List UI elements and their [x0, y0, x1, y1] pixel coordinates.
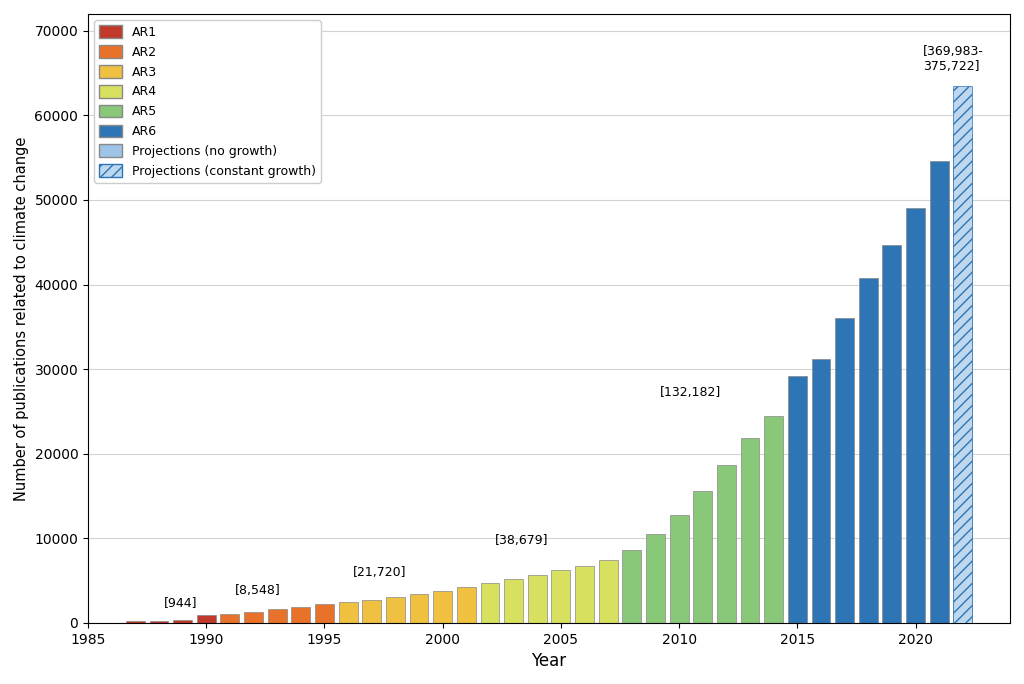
Bar [480, 583, 500, 623]
Bar [552, 570, 570, 623]
Bar [717, 464, 736, 623]
Bar [457, 588, 476, 623]
Text: [8,548]: [8,548] [234, 584, 281, 597]
Bar [339, 602, 357, 623]
Bar [953, 134, 972, 623]
Bar [787, 376, 807, 623]
Bar [906, 209, 925, 623]
Bar [173, 620, 193, 623]
Bar [930, 161, 948, 623]
Bar [267, 609, 287, 623]
Bar [811, 359, 830, 623]
Bar [953, 86, 972, 623]
Text: [944]: [944] [164, 596, 198, 609]
Bar [859, 278, 878, 623]
Bar [150, 620, 168, 623]
X-axis label: Year: Year [531, 652, 566, 670]
Bar [244, 612, 263, 623]
Y-axis label: Number of publications related to climate change: Number of publications related to climat… [14, 136, 29, 501]
Bar [623, 550, 641, 623]
Bar [883, 245, 901, 623]
Bar [362, 600, 381, 623]
Text: [369,983-
375,722]: [369,983- 375,722] [923, 45, 983, 73]
Bar [386, 597, 404, 623]
Bar [315, 604, 334, 623]
Bar [670, 516, 688, 623]
Bar [693, 491, 713, 623]
Bar [433, 591, 453, 623]
Bar [575, 566, 594, 623]
Bar [953, 134, 972, 623]
Legend: AR1, AR2, AR3, AR4, AR5, AR6, Projections (no growth), Projections (constant gro: AR1, AR2, AR3, AR4, AR5, AR6, Projection… [94, 20, 321, 183]
Bar [220, 614, 240, 623]
Bar [740, 438, 760, 623]
Bar [197, 615, 216, 623]
Bar [504, 579, 523, 623]
Bar [410, 594, 428, 623]
Bar [527, 575, 547, 623]
Bar [126, 621, 144, 623]
Bar [836, 318, 854, 623]
Text: [132,182]: [132,182] [660, 386, 722, 399]
Bar [764, 416, 783, 623]
Bar [292, 607, 310, 623]
Text: [38,679]: [38,679] [495, 534, 548, 547]
Bar [646, 534, 665, 623]
Text: [21,720]: [21,720] [353, 566, 407, 579]
Bar [599, 560, 617, 623]
